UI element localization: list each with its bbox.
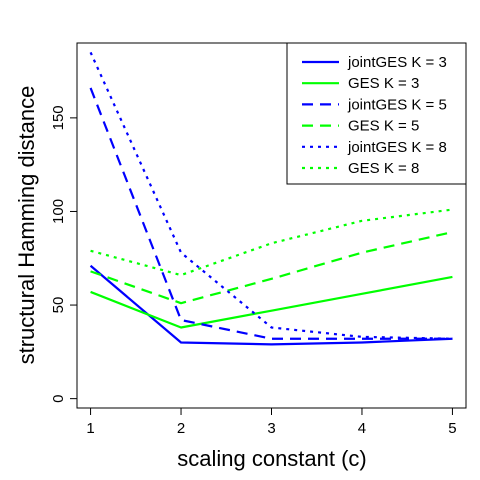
x-tick-label: 3 — [267, 420, 275, 437]
y-axis-title: structural Hamming distance — [14, 86, 39, 365]
series-group — [89, 51, 453, 346]
legend-label-5: GES K = 8 — [348, 160, 419, 177]
series-line-4 — [89, 51, 453, 340]
legend-label-3: GES K = 5 — [348, 118, 419, 135]
series-line-1 — [90, 275, 453, 329]
legend-label-0: jointGES K = 3 — [347, 54, 447, 71]
x-tick-label: 4 — [358, 420, 366, 437]
legend-label-1: GES K = 3 — [348, 75, 419, 92]
series-line-3 — [90, 230, 453, 305]
y-tick-label: 100 — [50, 199, 67, 224]
series-line-5 — [90, 208, 453, 277]
x-tick-label: 5 — [448, 420, 456, 437]
y-tick-label: 150 — [50, 105, 67, 130]
legend-label-4: jointGES K = 8 — [347, 139, 447, 156]
series-line-2 — [89, 87, 453, 340]
x-tick-label: 2 — [177, 420, 185, 437]
legend-box — [286, 42, 467, 185]
y-tick-label: 0 — [50, 394, 67, 402]
legend: jointGES K = 3 GES K = 3 jointGES K = 5 GES… — [286, 42, 467, 185]
x-tick-label: 1 — [86, 420, 94, 437]
series-line-0 — [89, 264, 453, 346]
x-axis-title: scaling constant (c) — [177, 446, 367, 471]
y-tick-label: 50 — [50, 297, 67, 314]
legend-label-2: jointGES K = 5 — [347, 96, 447, 113]
